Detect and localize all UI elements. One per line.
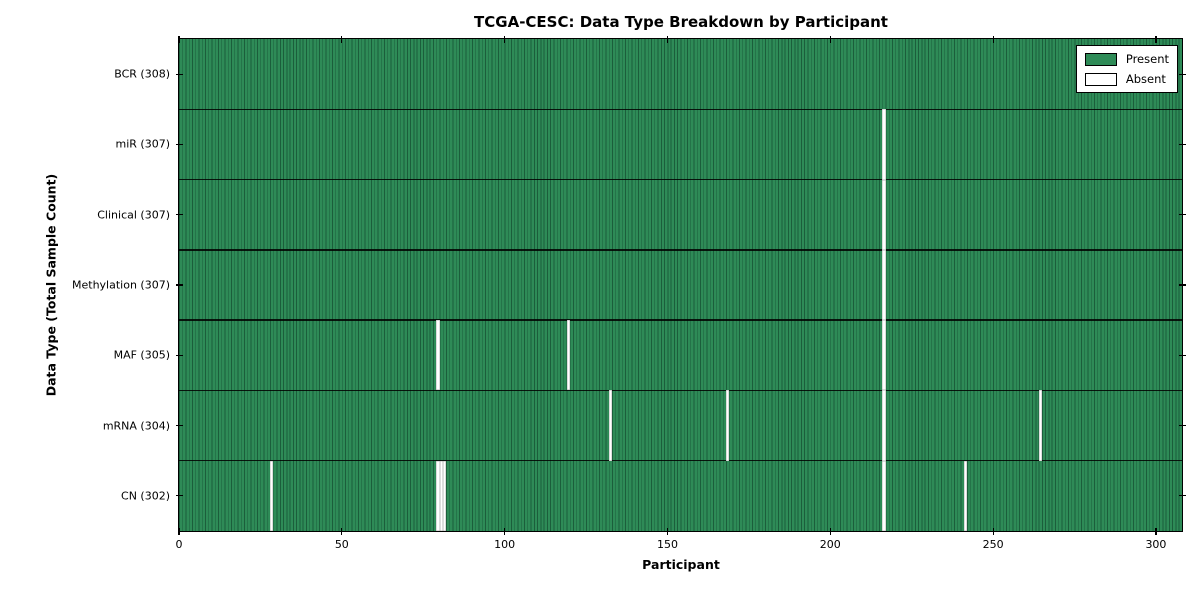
absent-bar: [270, 460, 274, 531]
y-tick-label: BCR (308): [114, 67, 170, 81]
legend-label: Absent: [1125, 72, 1166, 86]
x-tick-mark-top: [341, 35, 343, 43]
row-divider: [179, 389, 1182, 392]
row-divider: [179, 108, 1182, 110]
absent-bar: [442, 460, 447, 531]
absent-bar: [436, 320, 440, 391]
chart-title: TCGA-CESC: Data Type Breakdown by Partic…: [474, 13, 888, 31]
legend-swatch-present: [1084, 52, 1117, 66]
legend-entry-absent: Absent: [1084, 72, 1169, 86]
absent-bar: [882, 109, 886, 180]
legend-swatch-absent: [1084, 72, 1117, 86]
y-tick-label: mRNA (304): [102, 419, 170, 433]
x-tick-mark-top: [666, 35, 669, 43]
absent-bar: [882, 390, 886, 461]
y-tick-mark-right: [1178, 214, 1186, 216]
y-tick-mark-left: [175, 495, 183, 497]
y-tick-label: CN (302): [121, 489, 170, 503]
y-axis-label: Data Type (Total Sample Count): [43, 173, 59, 397]
y-tick-label: Clinical (307): [97, 208, 170, 222]
y-tick-label: miR (307): [115, 137, 171, 151]
x-tick-mark-bottom: [341, 527, 343, 535]
x-tick-mark-top: [992, 35, 994, 43]
absent-bar: [882, 460, 886, 531]
legend-entry-present: Present: [1084, 52, 1169, 66]
x-tick-mark-bottom: [666, 527, 669, 535]
row-divider: [179, 178, 1182, 181]
x-tick-mark-bottom: [1155, 527, 1157, 535]
x-tick-mark-top: [178, 35, 180, 43]
absent-bar: [436, 460, 440, 531]
absent-bar: [963, 460, 968, 531]
y-tick-mark-right: [1178, 143, 1186, 146]
y-tick-mark-left: [175, 284, 183, 286]
absent-bar: [726, 390, 730, 461]
y-tick-mark-left: [175, 354, 183, 356]
x-tick-mark-bottom: [992, 527, 994, 535]
row-divider: [179, 319, 1182, 321]
absent-bar: [1038, 390, 1042, 461]
absent-bar: [608, 390, 613, 461]
x-tick-mark-bottom: [178, 527, 180, 535]
row-divider: [179, 249, 1182, 251]
y-tick-mark-left: [175, 143, 183, 146]
x-tick-label: 300: [1145, 538, 1167, 551]
y-tick-mark-right: [1178, 424, 1186, 427]
x-tick-mark-bottom: [829, 527, 831, 535]
y-tick-label: MAF (305): [113, 348, 170, 362]
x-tick-label: 0: [175, 538, 183, 551]
x-tick-mark-top: [504, 35, 506, 43]
absent-bar: [566, 320, 570, 391]
absent-bar: [882, 320, 886, 391]
x-tick-mark-top: [1155, 35, 1157, 43]
legend-label: Present: [1125, 52, 1169, 66]
y-tick-mark-left: [175, 73, 183, 75]
row-divider: [179, 460, 1182, 462]
x-tick-mark-top: [829, 35, 831, 43]
plot-area: BCR (308) miR (307) Clinical (307) Methylat…: [72, 35, 1186, 551]
legend: Present Absent: [1075, 45, 1178, 93]
y-tick-mark-left: [175, 424, 183, 427]
x-tick-label: 200: [819, 538, 841, 551]
y-tick-label: Methylation (307): [72, 278, 170, 292]
y-tick-mark-right: [1178, 73, 1186, 75]
x-tick-label: 50: [334, 538, 349, 551]
y-tick-mark-right: [1178, 495, 1186, 497]
y-tick-mark-left: [175, 214, 183, 216]
x-tick-label: 100: [494, 538, 516, 551]
y-tick-mark-right: [1178, 284, 1186, 286]
absent-bar: [882, 249, 886, 321]
y-tick-mark-right: [1178, 354, 1186, 356]
x-tick-label: 250: [982, 538, 1004, 551]
x-tick-mark-bottom: [504, 527, 506, 535]
absent-bar: [882, 179, 886, 250]
x-axis-label: Participant: [642, 557, 720, 572]
absent-bar: [439, 460, 443, 531]
x-tick-label: 150: [656, 538, 678, 551]
